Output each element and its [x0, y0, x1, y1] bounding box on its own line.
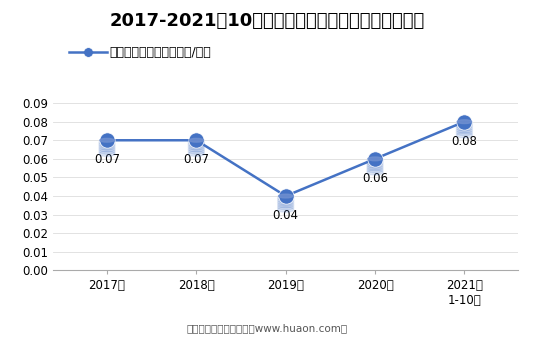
Ellipse shape — [189, 139, 203, 142]
Ellipse shape — [99, 142, 115, 147]
Text: 0.06: 0.06 — [362, 172, 388, 185]
Ellipse shape — [367, 165, 383, 171]
Ellipse shape — [189, 140, 205, 145]
Ellipse shape — [457, 120, 472, 124]
Ellipse shape — [278, 204, 294, 210]
Ellipse shape — [457, 128, 473, 134]
Ellipse shape — [99, 149, 115, 154]
Text: 0.07: 0.07 — [183, 153, 209, 166]
Ellipse shape — [99, 146, 115, 152]
Ellipse shape — [457, 123, 473, 129]
Ellipse shape — [278, 195, 294, 201]
Ellipse shape — [189, 151, 205, 156]
Text: 2017-2021年10月大连商品交易所豆粕期权成交均价: 2017-2021年10月大连商品交易所豆粕期权成交均价 — [109, 12, 425, 30]
Text: 0.07: 0.07 — [94, 153, 120, 166]
Text: 豆粕期权成交均价（万元/手）: 豆粕期权成交均价（万元/手） — [109, 46, 211, 59]
Ellipse shape — [189, 149, 205, 154]
Ellipse shape — [278, 200, 294, 206]
Ellipse shape — [367, 169, 383, 175]
Ellipse shape — [189, 144, 205, 150]
Text: 制图：华经产业研究院（www.huaon.com）: 制图：华经产业研究院（www.huaon.com） — [186, 323, 348, 333]
Ellipse shape — [99, 140, 115, 145]
Ellipse shape — [457, 130, 473, 136]
Ellipse shape — [99, 144, 115, 150]
Ellipse shape — [278, 198, 294, 203]
Ellipse shape — [367, 163, 383, 168]
Ellipse shape — [278, 202, 294, 208]
Ellipse shape — [367, 167, 383, 173]
Text: 0.08: 0.08 — [451, 135, 477, 148]
Ellipse shape — [457, 121, 473, 127]
Ellipse shape — [99, 151, 115, 156]
Ellipse shape — [189, 146, 205, 152]
Ellipse shape — [100, 139, 114, 142]
Ellipse shape — [189, 142, 205, 147]
Ellipse shape — [368, 157, 382, 161]
Ellipse shape — [367, 161, 383, 166]
Ellipse shape — [457, 132, 473, 138]
Ellipse shape — [279, 194, 293, 198]
Text: 0.04: 0.04 — [273, 209, 299, 222]
Ellipse shape — [278, 207, 294, 212]
Ellipse shape — [367, 158, 383, 164]
Ellipse shape — [457, 126, 473, 131]
